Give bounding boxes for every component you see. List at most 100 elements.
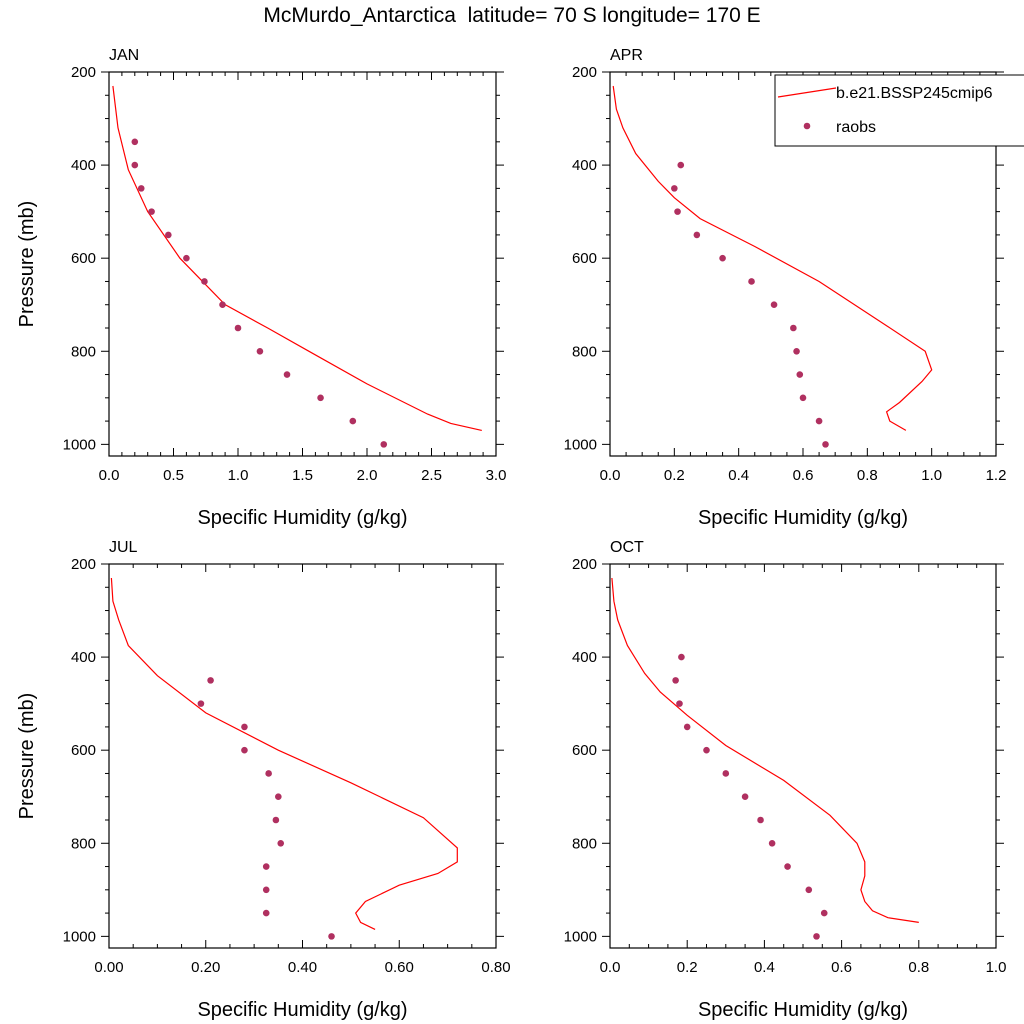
raobs-point <box>265 770 272 777</box>
raobs-point <box>748 278 755 285</box>
raobs-point <box>262 909 270 917</box>
raobs-point <box>770 301 778 309</box>
x-tick-label: 0.2 <box>677 959 698 976</box>
raobs-point <box>672 677 679 684</box>
x-tick-label: 0.6 <box>793 467 814 484</box>
y-tick-label: 800 <box>71 343 96 360</box>
raobs-point <box>137 185 145 192</box>
x-tick-label: 0.00 <box>94 959 123 976</box>
figure-title: McMurdo_Antarctica latitude= 70 S longit… <box>263 4 761 27</box>
panel-label: APR <box>610 47 643 64</box>
x-tick-label: 1.0 <box>921 467 942 484</box>
y-tick-label: 800 <box>71 835 96 852</box>
y-tick-label: 200 <box>572 556 597 573</box>
y-tick-label: 600 <box>71 742 96 759</box>
panel-jul: 0.00 0.20 0.40 0.60 0.80 200 400 600 800 1000 JUL S… <box>16 539 511 1021</box>
raobs-point <box>790 324 797 332</box>
x-tick-label: 1.0 <box>986 959 1007 976</box>
legend-line-swatch <box>777 87 837 98</box>
x-tick-label: 0.60 <box>385 959 414 976</box>
legend-label-raobs: raobs <box>836 119 876 136</box>
raobs-point <box>757 816 764 824</box>
x-tick-label: 1.5 <box>292 467 313 484</box>
x-axis-title: Specific Humidity (g/kg) <box>197 507 407 529</box>
raobs-point <box>793 347 800 355</box>
raobs-point <box>275 793 282 801</box>
x-axis-title: Specific Humidity (g/kg) <box>197 999 407 1021</box>
raobs-point <box>328 933 335 940</box>
y-tick-label: 200 <box>71 556 96 573</box>
raobs-point <box>197 700 205 707</box>
y-tick-label: 1000 <box>63 928 96 945</box>
x-tick-label: 0.5 <box>163 467 184 484</box>
y-axis-title: Pressure (mb) <box>16 693 38 820</box>
raobs-point <box>674 208 681 215</box>
model-profile-line <box>112 85 482 431</box>
raobs-point <box>768 839 776 847</box>
y-tick-label: 400 <box>572 157 597 174</box>
raobs-point <box>207 677 214 684</box>
y-tick-label: 400 <box>71 649 96 666</box>
raobs-point <box>183 254 190 262</box>
x-tick-label: 0.8 <box>908 959 929 976</box>
raobs-point <box>262 863 270 870</box>
raobs-point <box>380 441 388 448</box>
raobs-point <box>131 161 139 169</box>
x-tick-label: 0.0 <box>600 467 621 484</box>
x-tick-label: 0.8 <box>857 467 878 484</box>
raobs-point <box>799 394 807 402</box>
y-tick-label: 800 <box>572 343 597 360</box>
raobs-point <box>349 417 357 425</box>
raobs-point <box>234 324 242 332</box>
raobs-point <box>815 417 823 425</box>
y-tick-label: 800 <box>572 835 597 852</box>
y-tick-label: 600 <box>572 250 597 267</box>
raobs-point <box>784 863 791 870</box>
raobs-point <box>805 886 813 894</box>
raobs-point <box>703 746 710 754</box>
model-profile-line <box>611 577 919 923</box>
raobs-point <box>741 793 749 801</box>
panel-label: OCT <box>610 539 644 556</box>
plot-frame <box>108 71 497 457</box>
x-axis-title: Specific Humidity (g/kg) <box>698 999 908 1021</box>
raobs-point <box>822 441 829 448</box>
x-axis-title: Specific Humidity (g/kg) <box>698 507 908 529</box>
raobs-point <box>131 138 139 146</box>
x-tick-label: 0.20 <box>191 959 220 976</box>
y-tick-label: 600 <box>71 250 96 267</box>
raobs-point <box>219 301 226 309</box>
raobs-point <box>676 700 683 707</box>
x-tick-label: 0.2 <box>664 467 685 484</box>
x-tick-label: 1.2 <box>986 467 1007 484</box>
raobs-point <box>241 746 248 754</box>
raobs-point <box>678 653 685 661</box>
legend: b.e21.BSSP245cmip6 raobs <box>774 74 1024 147</box>
raobs-point <box>796 371 804 378</box>
raobs-point <box>719 254 726 262</box>
panel-label: JUL <box>109 539 138 556</box>
legend-label-model: b.e21.BSSP245cmip6 <box>836 85 993 102</box>
y-tick-label: 1000 <box>564 436 597 453</box>
legend-marker-swatch <box>803 122 811 130</box>
y-tick-label: 200 <box>71 64 96 81</box>
raobs-point <box>722 770 730 777</box>
raobs-point <box>820 909 828 917</box>
raobs-point <box>677 161 685 169</box>
x-tick-label: 2.0 <box>357 467 378 484</box>
raobs-point <box>241 723 248 731</box>
panel-jan: 0.0 0.5 1.0 1.5 2.0 2.5 3.0 200 400 600 800 1000 JAN… <box>16 47 506 529</box>
y-tick-label: 200 <box>572 64 597 81</box>
x-tick-label: 0.4 <box>728 467 749 484</box>
raobs-point <box>813 933 820 940</box>
raobs-point <box>148 208 155 215</box>
y-axis-title: Pressure (mb) <box>16 201 38 328</box>
x-tick-label: 0.80 <box>481 959 510 976</box>
y-tick-label: 400 <box>572 649 597 666</box>
y-tick-label: 400 <box>71 157 96 174</box>
x-tick-label: 3.0 <box>486 467 507 484</box>
raobs-point <box>201 278 208 285</box>
model-profile-line <box>612 85 933 431</box>
y-tick-label: 600 <box>572 742 597 759</box>
